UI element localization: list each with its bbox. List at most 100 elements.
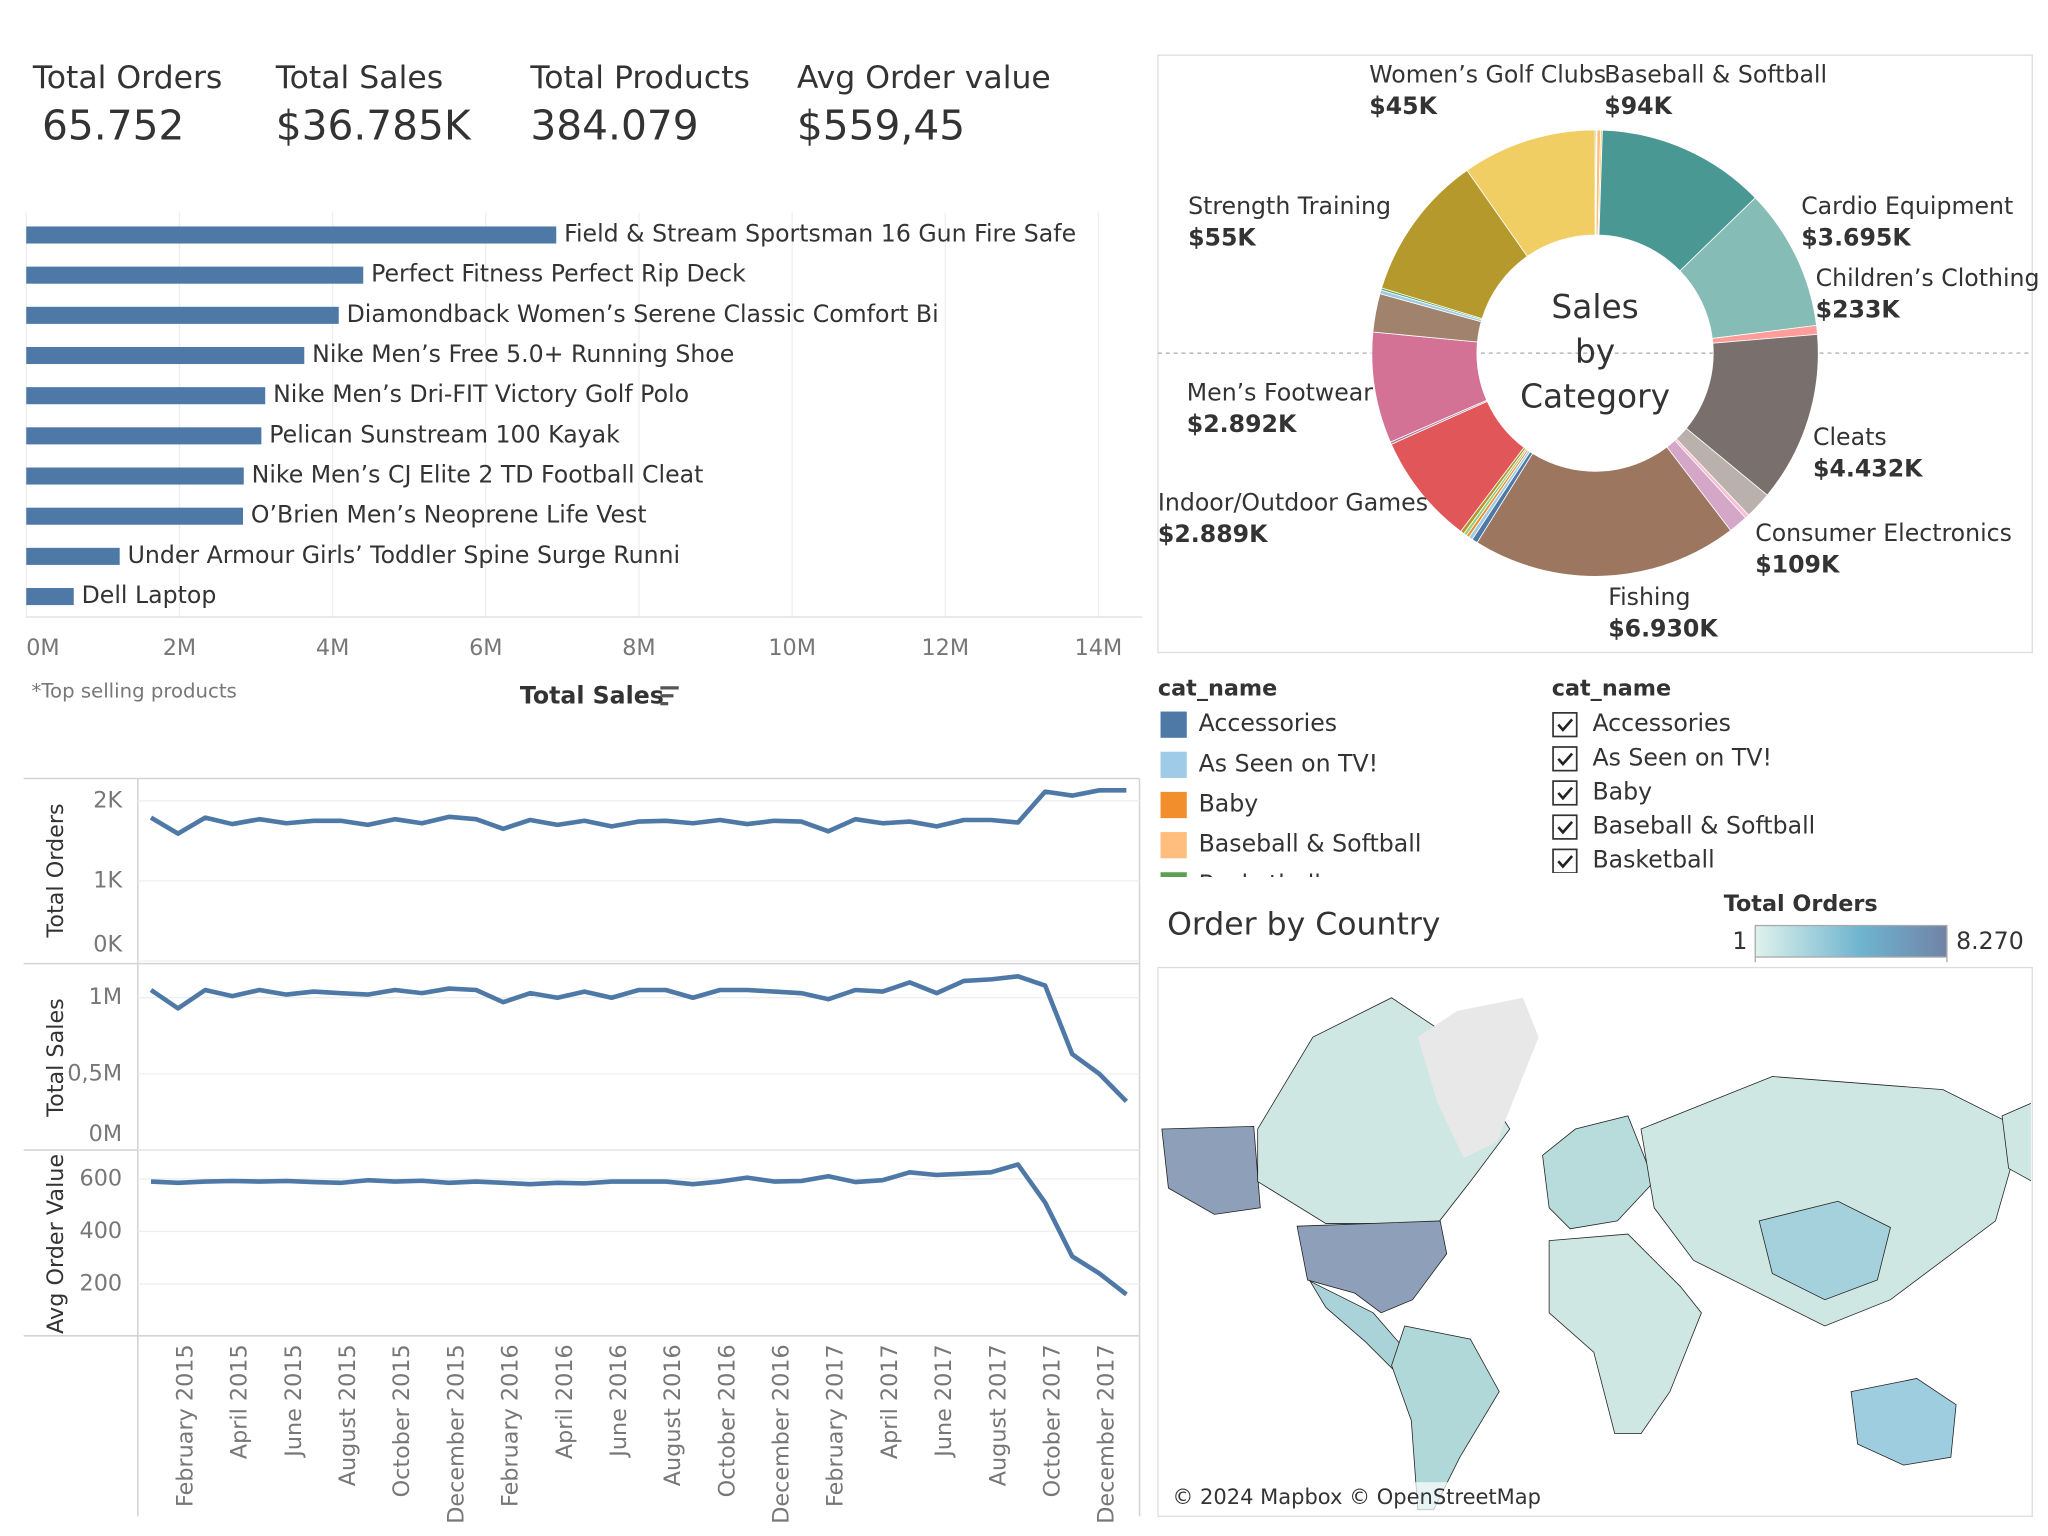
x-tick-label: April 2015: [227, 1344, 253, 1459]
filter-label: Baseball & Softball: [1592, 812, 1815, 840]
slice-value: $109K: [1755, 550, 1841, 578]
greenland: [1417, 997, 1539, 1158]
x-tick-label: 10M: [768, 635, 816, 661]
checkbox[interactable]: [1552, 848, 1578, 874]
filter-label: Basketball: [1592, 846, 1714, 874]
europe: [1542, 1115, 1655, 1230]
slice-label: Cardio Equipment: [1801, 192, 2013, 220]
x-tick-label: 12M: [922, 635, 970, 661]
checkbox-box: [1552, 780, 1578, 806]
checkbox-box: [1552, 712, 1578, 738]
legend-label: As Seen on TV!: [1199, 749, 1379, 777]
x-tick-label: June 2015: [281, 1344, 307, 1458]
slice-label: Children’s Clothing: [1816, 264, 2040, 292]
kpi-label: Avg Order value: [797, 60, 1051, 96]
bar: [26, 387, 266, 405]
checkmark: [1557, 855, 1574, 869]
x-tick-label: December 2017: [1094, 1344, 1120, 1523]
slice-value: $6.930K: [1608, 615, 1719, 643]
asia: [1640, 1076, 2023, 1327]
bar-label: Diamondback Women’s Serene Classic Comfo…: [347, 300, 939, 328]
map[interactable]: [1161, 997, 2032, 1511]
line: [150, 1162, 1128, 1297]
kpi-label: Total Orders: [32, 60, 223, 96]
bar: [26, 507, 244, 525]
checkbox-box: [1552, 848, 1578, 874]
filter: Accessories As Seen on TV! Baby Baseball & …: [1552, 709, 1815, 874]
x-tick-label: December 2015: [443, 1344, 469, 1523]
slice-value: $3.695K: [1801, 223, 1912, 251]
filter-label: Accessories: [1592, 709, 1730, 737]
y-tick-label: 0,5M: [67, 1060, 122, 1086]
legend-swatch: [1160, 872, 1187, 877]
alaska: [1161, 1125, 1261, 1215]
line: [149, 788, 1127, 836]
y-axis-title: Total Orders: [43, 803, 69, 938]
x-tick-label: 4M: [316, 635, 349, 661]
bar-label: Field & Stream Sportsman 16 Gun Fire Saf…: [564, 219, 1076, 247]
filter-title: cat_name: [1552, 676, 1671, 702]
x-tick-label: 2M: [163, 635, 196, 661]
legend-label: Baby: [1199, 790, 1259, 818]
checkmark: [1557, 752, 1574, 767]
map-legend-title: Total Orders: [1724, 891, 1878, 917]
bar: [26, 226, 557, 244]
bar-label: Nike Men’s CJ Elite 2 TD Football Cleat: [252, 461, 704, 489]
slice-value: $45K: [1369, 92, 1438, 120]
checkbox[interactable]: [1552, 814, 1578, 840]
x-tick-label: August 2015: [335, 1344, 361, 1486]
slice-value: $2.892K: [1187, 410, 1298, 438]
kpi-label: Total Sales: [275, 60, 443, 96]
kpi-value: $559,45: [797, 102, 965, 150]
kpi-value: $36.785K: [276, 102, 472, 150]
bar-label: O’Brien Men’s Neoprene Life Vest: [251, 501, 647, 529]
checkbox-box: [1552, 814, 1578, 840]
bar-label: Dell Laptop: [82, 581, 217, 609]
legend-swatch: [1160, 791, 1187, 819]
y-tick-label: 0K: [93, 932, 123, 958]
bar: [26, 467, 244, 485]
checkbox[interactable]: [1552, 712, 1578, 738]
bar-label: Nike Men’s Free 5.0+ Running Shoe: [312, 340, 734, 368]
bar: [26, 266, 364, 284]
slice-value: $233K: [1816, 296, 1902, 324]
bar-label: Perfect Fitness Perfect Rip Deck: [371, 260, 746, 288]
attribution-bg: [1167, 1482, 1522, 1514]
usa: [1296, 1220, 1448, 1314]
bar-label: Nike Men’s Dri-FIT Victory Golf Polo: [273, 380, 689, 408]
line: [149, 974, 1129, 1103]
bar: [26, 547, 120, 565]
checkmark: [1557, 786, 1574, 801]
x-tick-label: 8M: [622, 635, 655, 661]
kpi-value: 384.079: [530, 102, 698, 150]
slice-label: Women’s Golf Clubs: [1369, 61, 1606, 89]
x-tick-label: October 2015: [389, 1344, 415, 1497]
x-tick-label: 6M: [469, 635, 502, 661]
x-tick-label: October 2017: [1039, 1344, 1065, 1497]
center-label: by: [1575, 333, 1615, 371]
checkbox[interactable]: [1552, 780, 1578, 806]
filter-label: As Seen on TV!: [1592, 743, 1772, 771]
africa: [1548, 1233, 1702, 1434]
kpi-label: Total Products: [529, 60, 750, 96]
slice-value: $4.432K: [1813, 454, 1924, 482]
y-tick-label: 0M: [89, 1121, 122, 1147]
slice: [1466, 129, 1596, 257]
y-tick-label: 200: [80, 1270, 123, 1296]
kpi-value: 65.752: [42, 102, 184, 150]
legend-label: Basketball: [1199, 870, 1321, 898]
sort-icon: [660, 686, 679, 706]
slice-value: $55K: [1188, 223, 1257, 251]
slice-value: $94K: [1604, 92, 1673, 120]
note: *Top selling products: [32, 679, 237, 702]
x-tick-label: June 2017: [931, 1344, 957, 1458]
x-tick-label: April 2016: [552, 1344, 578, 1459]
x-tick-label: 14M: [1075, 635, 1123, 661]
x-tick-label: August 2016: [660, 1344, 686, 1486]
y-axis-title: Total Sales: [43, 998, 69, 1118]
checkmark: [1557, 718, 1574, 732]
checkbox[interactable]: [1552, 746, 1578, 772]
y-tick-label: 1K: [93, 867, 123, 893]
slice-label: Cleats: [1813, 423, 1887, 451]
ramp-label: 8.270: [1956, 927, 2024, 955]
